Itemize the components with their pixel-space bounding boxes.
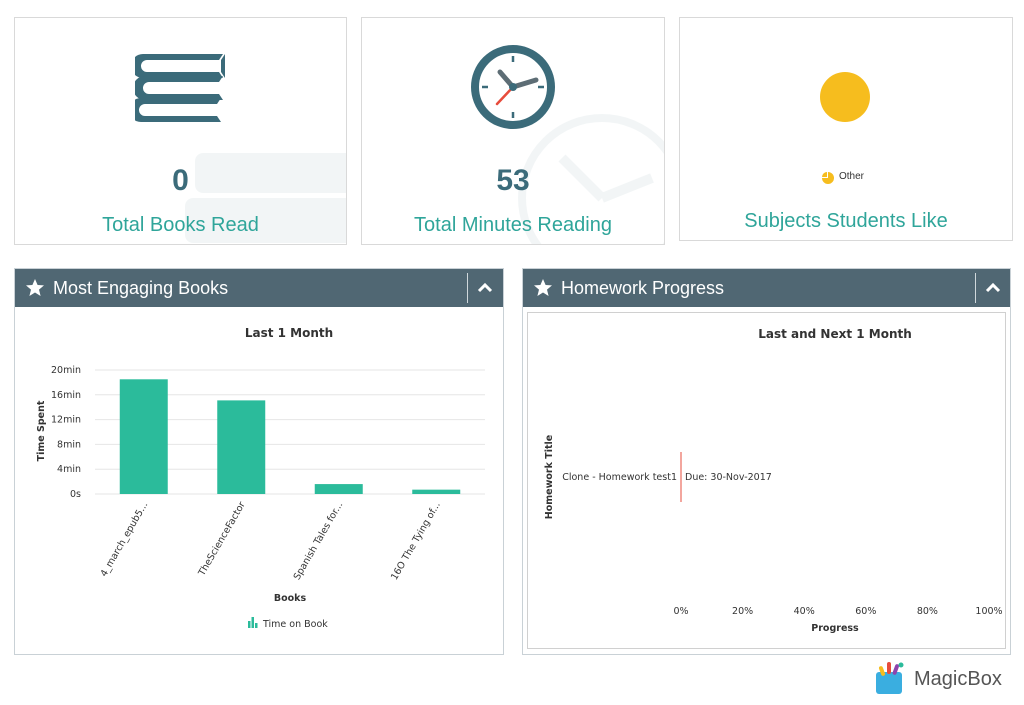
subjects-card: Other Subjects Students Like (679, 17, 1013, 241)
y-tick-label: 4min (57, 464, 81, 475)
x-tick-label: TheScienceFactor (196, 500, 248, 579)
pie-legend-icon (822, 172, 834, 184)
panel-header: Most Engaging Books (15, 269, 503, 307)
clock-watermark-icon (518, 114, 664, 244)
header-divider (975, 273, 976, 303)
x-tick-label: 4_march_epub5... (99, 500, 151, 579)
books-watermark-icon (185, 153, 346, 243)
star-icon (534, 279, 552, 296)
x-tick-label: 40% (794, 606, 815, 617)
y-tick-label: 20min (51, 365, 81, 376)
total-books-value: 0 (172, 164, 189, 197)
bar[interactable] (412, 489, 461, 494)
engaging-books-chart: Last 1 Month Time Spent Books Time on Bo… (36, 326, 485, 630)
y-tick-label: 8min (57, 439, 81, 450)
y-axis-label: Homework Title (544, 435, 555, 519)
chart-legend[interactable]: Time on Book (248, 617, 328, 630)
x-tick-label: Spanish Tales for... (292, 500, 346, 582)
homework-progress-chart: Last and Next 1 Month Homework Title Pro… (544, 327, 1003, 634)
y-tick-label: 12min (51, 415, 81, 426)
legend-bar-icon (248, 617, 258, 628)
panel-title: Most Engaging Books (53, 278, 229, 298)
y-axis-label: Time Spent (36, 400, 47, 461)
x-axis-label: Progress (811, 623, 859, 634)
x-tick-label: 0% (673, 606, 688, 617)
pie-slice-other[interactable] (820, 72, 870, 122)
homework-progress-panel: Homework Progress Last and Next 1 Month … (522, 268, 1011, 655)
x-tick-label: 60% (855, 606, 876, 617)
total-minutes-card: 53 Total Minutes Reading (361, 17, 665, 245)
x-tick-label: 16O The Tying of... (389, 500, 443, 582)
brand-name: MagicBox (914, 668, 1002, 690)
clock-icon (471, 45, 555, 129)
chart-title: Last and Next 1 Month (758, 327, 912, 341)
header-divider (467, 273, 468, 303)
panel-header: Homework Progress (523, 269, 1010, 307)
x-axis-label: Books (274, 593, 307, 604)
bar[interactable] (217, 400, 266, 494)
total-minutes-value: 53 (496, 164, 530, 197)
total-minutes-label: Total Minutes Reading (414, 214, 612, 236)
total-books-label: Total Books Read (102, 214, 259, 236)
collapse-chevron-icon[interactable] (983, 278, 1003, 298)
magicbox-logo: MagicBox (874, 660, 1014, 696)
panel-title: Homework Progress (561, 278, 725, 298)
x-tick-label: 20% (732, 606, 753, 617)
due-date-label: Due: 30-Nov-2017 (685, 472, 772, 483)
total-books-card: 0 Total Books Read (14, 17, 347, 245)
star-icon (26, 279, 44, 296)
y-tick-label: 16min (51, 390, 81, 401)
x-tick-label: 80% (917, 606, 938, 617)
legend-label-time-on-book: Time on Book (262, 619, 328, 630)
collapse-chevron-icon[interactable] (475, 278, 495, 298)
homework-title-label: Clone - Homework test1 (562, 472, 677, 483)
subjects-label: Subjects Students Like (744, 210, 948, 232)
magicbox-logo-icon (876, 662, 904, 694)
x-tick-label: 100% (975, 606, 1002, 617)
books-icon (135, 54, 225, 122)
chart-title: Last 1 Month (245, 326, 333, 340)
bar[interactable] (119, 379, 168, 494)
homework-chart-frame (527, 312, 1006, 649)
bar[interactable] (314, 484, 363, 494)
legend-label-other: Other (839, 171, 865, 182)
y-tick-label: 0s (70, 489, 81, 500)
subjects-pie-chart (820, 72, 870, 122)
most-engaging-books-panel: Most Engaging Books Last 1 Month Time Sp… (14, 268, 504, 655)
